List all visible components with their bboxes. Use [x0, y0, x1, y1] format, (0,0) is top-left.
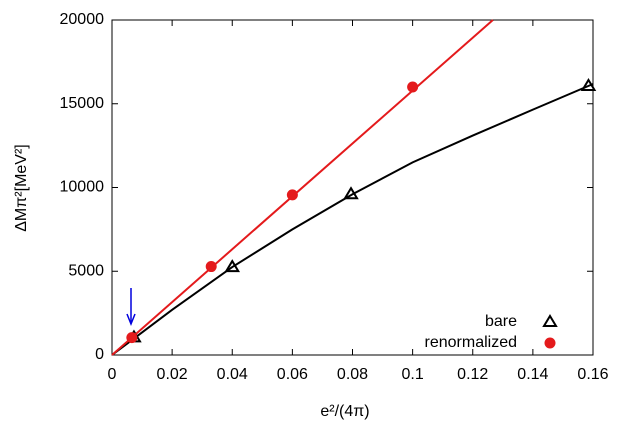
y-tick-label: 0	[95, 346, 104, 363]
marker-triangle	[542, 314, 558, 327]
legend-label: renormalized	[425, 334, 517, 351]
fit-curve	[111, 83, 594, 356]
marker-circle	[544, 337, 556, 349]
x-tick-label: 0.04	[217, 366, 248, 383]
x-tick-label: 0.08	[337, 366, 368, 383]
y-axis-label: ΔMπ²[MeV²]	[13, 144, 30, 232]
marker-circle	[126, 332, 138, 344]
y-tick-label: 20000	[60, 11, 105, 28]
arrow-annotation	[126, 288, 136, 327]
marker-circle	[205, 261, 217, 273]
plot-frame	[111, 19, 594, 356]
x-tick-label: 0.16	[577, 366, 608, 383]
marker-circle	[286, 189, 298, 201]
legend-label: bare	[485, 313, 517, 330]
marker-triangle	[580, 78, 597, 91]
marker-triangle	[343, 186, 359, 200]
y-tick-label: 15000	[60, 95, 105, 112]
y-tick-label: 10000	[60, 179, 105, 196]
y-tick-label: 5000	[68, 262, 104, 279]
x-tick-label: 0.14	[517, 366, 548, 383]
x-tick-label: 0.12	[457, 366, 488, 383]
x-tick-label: 0.1	[402, 366, 424, 383]
fit-curve	[111, 19, 494, 356]
x-axis-label: e²/(4π)	[320, 403, 369, 420]
x-tick-label: 0.06	[277, 366, 308, 383]
x-tick-label: 0	[108, 366, 117, 383]
x-tick-label: 0.02	[157, 366, 188, 383]
marker-circle	[407, 81, 419, 93]
marker-triangle	[224, 259, 241, 273]
